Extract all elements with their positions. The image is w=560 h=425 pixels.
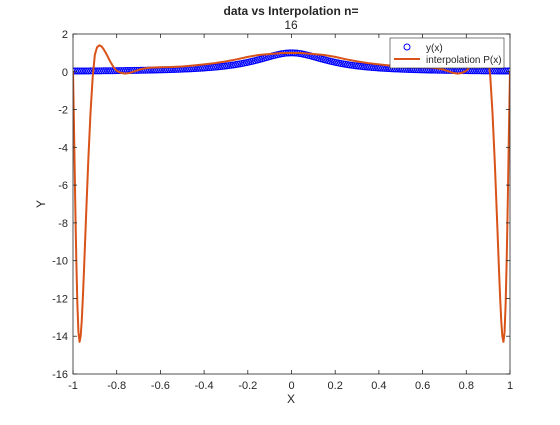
series-layer bbox=[73, 44, 510, 343]
x-tick-label: -0.2 bbox=[238, 380, 257, 392]
data-point bbox=[98, 67, 106, 75]
x-tick-label: -0.4 bbox=[195, 380, 214, 392]
chart-title-line-2: 16 bbox=[284, 18, 298, 32]
data-point bbox=[80, 67, 88, 75]
data-point bbox=[76, 67, 84, 75]
data-point bbox=[91, 67, 99, 75]
legend-marker-yx bbox=[403, 43, 411, 51]
y-tick-label: -10 bbox=[52, 256, 68, 268]
data-point bbox=[504, 67, 510, 75]
data-point bbox=[95, 67, 103, 75]
x-tick-label: -1 bbox=[68, 380, 78, 392]
data-point bbox=[357, 62, 365, 70]
y-tick-label: -14 bbox=[52, 331, 68, 343]
y-tick-label: 0 bbox=[62, 67, 68, 79]
x-tick-label: 0.8 bbox=[459, 380, 474, 392]
y-tick-label: 2 bbox=[62, 29, 68, 41]
data-point bbox=[82, 67, 90, 75]
data-point bbox=[214, 63, 222, 71]
x-axis-label: X bbox=[287, 392, 295, 406]
data-point bbox=[104, 67, 112, 75]
data-point bbox=[78, 67, 86, 75]
x-tick-label: 0.6 bbox=[415, 380, 430, 392]
chart-title-line-1: data vs Interpolation n= bbox=[223, 4, 358, 18]
legend-box bbox=[389, 37, 505, 69]
data-point bbox=[506, 67, 510, 75]
y-tick-label: -2 bbox=[58, 105, 68, 117]
x-tick-label: 0 bbox=[288, 380, 294, 392]
y-tick-label: -8 bbox=[58, 218, 68, 230]
data-point bbox=[141, 66, 149, 74]
x-tick-label: -0.6 bbox=[151, 380, 170, 392]
data-point bbox=[354, 62, 362, 70]
plot-area bbox=[73, 34, 510, 374]
data-point bbox=[100, 67, 108, 75]
y-tick-label: -16 bbox=[52, 369, 68, 381]
x-tick-label: 0.2 bbox=[328, 380, 343, 392]
y-axis: -16 -14 -12 -10 -8 -6 -4 -2 0 2 bbox=[52, 29, 510, 381]
y-axis-label: Y bbox=[34, 200, 48, 208]
data-point bbox=[361, 63, 369, 71]
data-point bbox=[352, 62, 360, 70]
y-tick-label: -6 bbox=[58, 180, 68, 192]
data-point bbox=[84, 67, 92, 75]
data-point bbox=[73, 67, 81, 75]
x-axis: -1 -0.8 -0.6 -0.4 -0.2 0 0.2 0.4 0.6 0.8 1 bbox=[68, 34, 513, 392]
data-point bbox=[216, 63, 224, 71]
x-tick-label: -0.8 bbox=[107, 380, 126, 392]
data-point bbox=[502, 67, 510, 75]
data-point bbox=[363, 63, 371, 71]
data-point bbox=[106, 67, 114, 75]
legend-label-interpolation: interpolation P(x) bbox=[426, 55, 502, 66]
data-point bbox=[218, 62, 226, 70]
y-tick-label: -4 bbox=[58, 142, 68, 154]
data-point bbox=[73, 67, 79, 75]
x-tick-label: 1 bbox=[507, 380, 513, 392]
data-point bbox=[221, 62, 229, 70]
legend: y(x) interpolation P(x) bbox=[389, 37, 505, 69]
legend-label-yx: y(x) bbox=[426, 43, 443, 54]
data-point bbox=[212, 63, 220, 71]
data-point bbox=[359, 63, 367, 71]
y-tick-label: -12 bbox=[52, 293, 68, 305]
x-tick-label: 0.4 bbox=[371, 380, 386, 392]
data-point bbox=[113, 67, 121, 75]
data-point bbox=[73, 67, 77, 75]
data-point bbox=[102, 67, 110, 75]
